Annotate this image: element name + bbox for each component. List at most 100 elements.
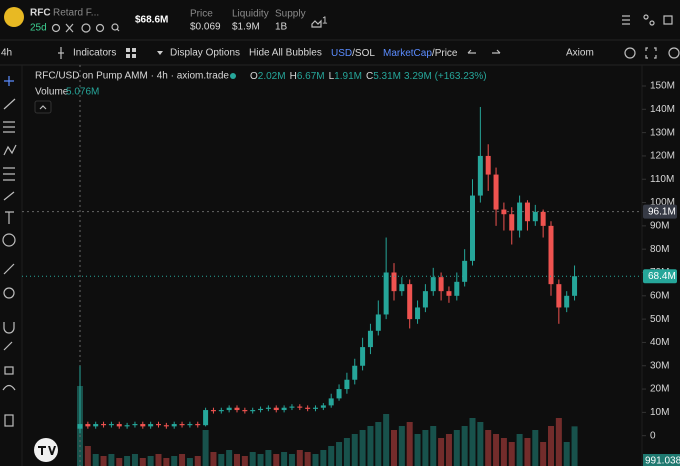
candle-body [258,408,264,411]
volume-bar [147,456,154,466]
y-tick-label: 60M [650,290,669,301]
volume-bar [179,454,186,466]
y-tick-label: 50M [650,314,669,325]
volume-bar [304,452,311,466]
volume-bar [257,454,264,466]
candle-body [281,407,287,411]
candle-body [187,424,193,426]
candle-body [352,365,358,380]
volume-bar [343,438,350,466]
candle-body [305,407,311,409]
candle-body [532,211,538,222]
volume-bar [351,434,358,466]
mode-other: Price [435,48,458,59]
header-actions[interactable] [622,14,673,26]
candle-body [132,424,138,426]
ohlc-value: 2.02M [258,71,286,82]
mode-toggle[interactable]: MarketCap/Price [383,48,458,59]
y-tick-label: 80M [650,244,669,255]
volume-bar [516,434,523,466]
ohlc-change: 3.29M (+163.23%) [404,71,487,82]
token-logo[interactable] [4,7,24,27]
drawing-tools[interactable] [2,76,17,427]
candle-body [156,424,161,426]
candle-body [203,410,209,426]
volume-bar [367,426,374,466]
volume-bar [500,438,507,466]
volume-bar [398,426,405,466]
candle-body [297,406,303,408]
candle-body [407,284,413,320]
candle-body [289,406,295,408]
candle-body [485,155,491,175]
ohlc-value: 6.67M [297,71,325,82]
volume-bar [194,456,201,466]
dropdown-arrow [157,51,163,55]
volume-bar [563,442,570,466]
volume-bar [328,446,335,466]
theme-select[interactable]: Axiom [566,48,594,59]
candle-body [234,407,240,411]
display-options[interactable]: Display Options [170,48,240,59]
volume-bar [445,434,452,466]
volume-bar [493,434,500,466]
candle-body [454,281,460,296]
ohlc-legend: O2.02M H6.67M L1.91M C5.31M 3.29M (+163.23%) [250,71,487,82]
candle-body [242,410,248,412]
candle-body [273,407,279,411]
candle-body [462,260,468,282]
y-tick-label: 30M [650,360,669,371]
volume-bar [406,422,413,466]
volume-bar [163,458,170,466]
y-tick-label: 150M [650,81,675,92]
volume-bar [124,456,131,466]
y-tick-label: 140M [650,104,675,115]
volume-bar [414,434,421,466]
candle-body [179,424,185,426]
crosshair-box [643,204,677,219]
candle-body [77,424,83,429]
indicators-button[interactable]: Indicators [73,48,116,59]
candle-body [226,407,232,411]
candle-body [422,291,428,308]
mode-active: MarketCap [383,48,432,59]
volume-value: 5.076M [66,87,99,98]
ohlc-key: H [290,71,297,82]
candle-body [148,424,154,427]
y-tick-label: 10M [650,407,669,418]
volume-bar [391,430,397,466]
candle-body [375,314,381,331]
volume-bar [131,454,138,466]
candle-body [517,202,523,231]
candle-body [446,291,452,296]
social-icons[interactable] [51,23,120,33]
separator: / [352,48,355,59]
candle-body [509,214,515,231]
undo-redo[interactable] [467,49,501,54]
candle-body [430,277,436,292]
indicators-icon [58,47,64,59]
stat-value: $1.9M [232,22,260,33]
currency-toggle[interactable]: USD/SOL [331,48,375,59]
tv-logo [34,438,58,462]
interval[interactable]: 4h [1,48,12,59]
collapse-button[interactable] [34,100,52,114]
hide-bubbles[interactable]: Hide All Bubbles [249,48,322,59]
candle-body [344,379,350,390]
candle-body [85,424,91,427]
layout-icon[interactable] [126,48,136,58]
y-tick-label: 40M [650,337,669,348]
candle-body [360,347,366,366]
holders-count: 1 [322,16,328,27]
volume-bar [430,426,437,466]
ohlc-value: 5.31M [373,71,401,82]
volume-bar [92,454,99,466]
volume-bar [312,454,319,466]
candle-body [250,410,256,412]
toolbar-right-icons[interactable] [624,47,680,59]
volume-bar [477,422,484,466]
stat-label: Supply [275,9,306,20]
